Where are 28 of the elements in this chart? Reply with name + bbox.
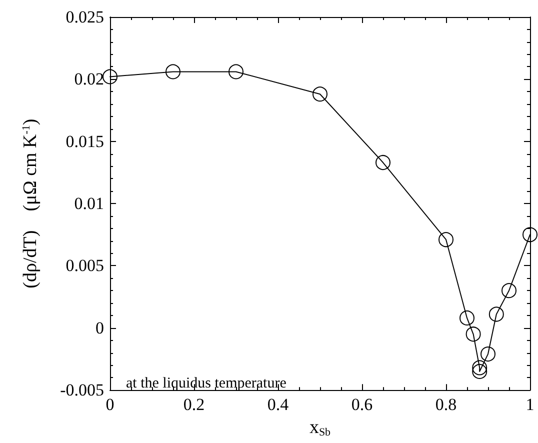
x-tick-label: 0.8	[435, 395, 457, 414]
point	[480, 346, 496, 362]
x-tick-label: 0.4	[267, 395, 290, 414]
point	[472, 364, 488, 379]
point	[376, 155, 390, 170]
point	[460, 310, 474, 326]
point	[488, 306, 504, 322]
point	[228, 64, 244, 80]
y-tick-label: 0.025	[66, 8, 104, 26]
y-axis-title: (dρ/dT) (μΩ cm K-1)	[20, 118, 41, 288]
point	[166, 64, 180, 80]
point	[438, 232, 454, 248]
point	[502, 283, 516, 298]
x-tick-label: 0.6	[351, 395, 373, 414]
y-tick-label: 0.015	[66, 132, 104, 151]
x-tick-label: 1	[526, 395, 534, 414]
annotation: at the liquidus temperature	[126, 376, 287, 392]
y-tick-label: 0.01	[74, 194, 104, 214]
y-tick-label: 0	[96, 318, 104, 338]
y-tick-label: -0.005	[60, 380, 104, 400]
y-tick-label: 0.02	[74, 70, 104, 89]
y-tick-label: 0.005	[66, 256, 104, 276]
x-tick-label: 0.2	[183, 395, 205, 414]
point	[522, 227, 538, 242]
point	[466, 326, 481, 342]
point	[472, 360, 488, 376]
point	[102, 69, 118, 84]
point	[312, 86, 328, 102]
